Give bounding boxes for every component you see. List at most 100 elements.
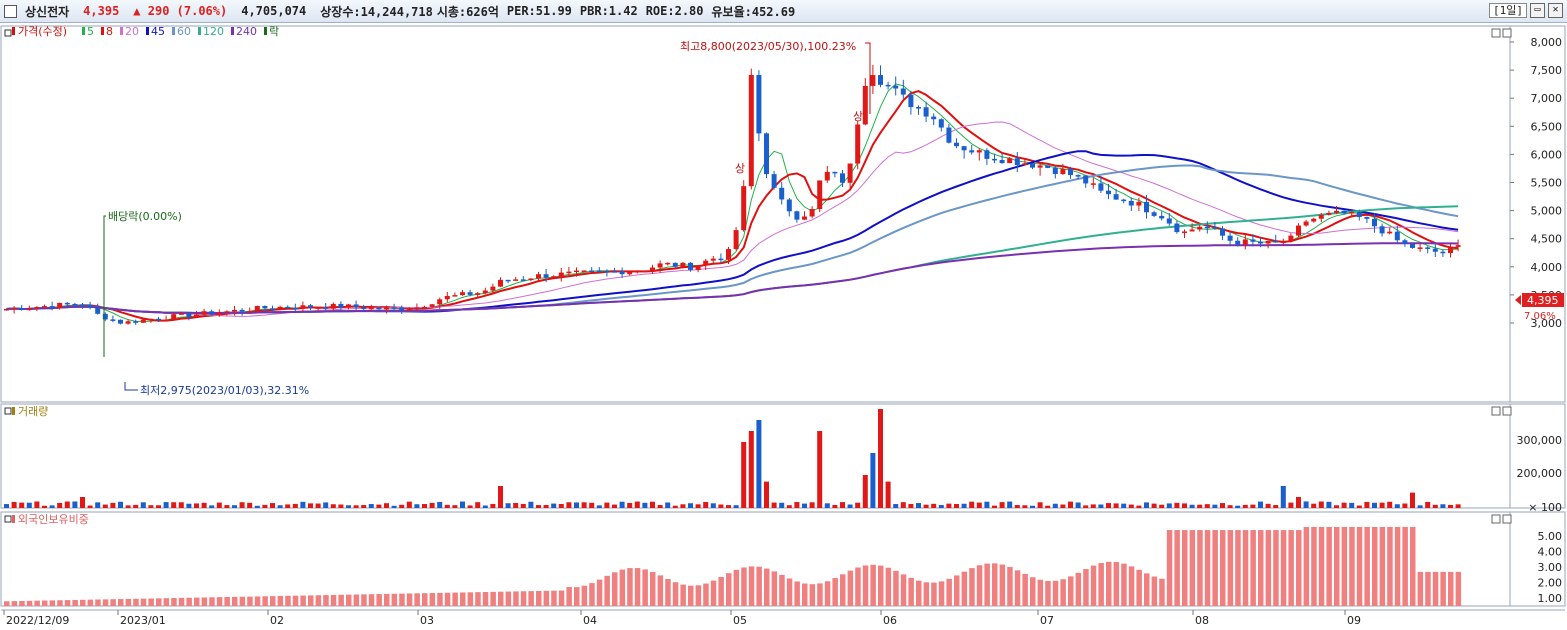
foreign-ratio-bar	[330, 594, 337, 606]
volume-bar	[1417, 505, 1423, 508]
close-icon[interactable]: ✕	[1548, 3, 1563, 18]
candle-body	[824, 171, 830, 181]
volume-bar	[11, 501, 17, 508]
price-candles	[4, 65, 1461, 325]
volume-bar	[308, 503, 313, 508]
foreign-ratio-bar	[1166, 530, 1173, 606]
volume-bar	[551, 503, 557, 508]
volume-bar	[642, 502, 648, 508]
foreign-ratio-bar	[4, 601, 10, 606]
foreign-ratio-bar	[475, 592, 481, 606]
ma-line-20	[6, 121, 1459, 317]
stock-name[interactable]: 상신전자	[25, 4, 70, 19]
volume-bar	[961, 503, 967, 508]
foreign-ratio-bar	[672, 582, 679, 606]
volume-bar	[1007, 501, 1013, 508]
foreign-ratio-bar	[794, 581, 800, 606]
candle-body	[1037, 165, 1043, 168]
candle-body	[688, 262, 693, 270]
ma-legend-swatch	[198, 27, 201, 35]
volume-bar	[1410, 492, 1415, 508]
candle-body	[786, 199, 792, 212]
volume-bar	[1075, 502, 1081, 508]
foreign-ratio-bar	[840, 574, 846, 606]
candle-body	[543, 274, 549, 278]
foreign-ratio-bar	[1022, 573, 1028, 606]
volume-axis-label: × 100	[1528, 501, 1562, 514]
candle-body	[125, 321, 131, 324]
period-selector[interactable]: [1일]	[1489, 3, 1527, 18]
foreign-ratio-bar	[726, 573, 732, 606]
volume-bar	[102, 504, 108, 508]
foreign-ratio-bar	[1280, 530, 1287, 606]
volume-bar	[270, 503, 275, 508]
foreign-axis-label: 5.00	[1538, 530, 1563, 543]
volume-bar	[695, 504, 701, 508]
volume-bar	[1030, 505, 1035, 508]
volume-bar	[1273, 505, 1279, 508]
volume-bar	[19, 502, 25, 508]
foreign-ratio-bar	[19, 600, 25, 606]
volume-bar	[133, 504, 139, 508]
foreign-ratio-bar	[178, 597, 185, 606]
candle-body	[118, 319, 123, 324]
foreign-ratio-bar	[1159, 578, 1165, 606]
foreign-ratio-bar	[589, 583, 595, 606]
current-price-tag-pct: 7.06%	[1524, 311, 1556, 322]
volume-bar	[908, 503, 914, 508]
volume-bar	[1197, 504, 1203, 508]
price-axis-label: 6,500	[1531, 120, 1563, 133]
candle-body	[490, 286, 496, 291]
foreign-ratio-bar	[650, 572, 656, 606]
volume-bar	[878, 409, 883, 508]
select-checkbox[interactable]	[4, 4, 17, 18]
foreign-ratio-bar	[1121, 563, 1127, 606]
volume-bar	[513, 502, 519, 508]
candle-body	[49, 306, 55, 308]
foreign-ratio-bar	[1425, 571, 1431, 606]
foreign-ratio-bar	[437, 592, 443, 606]
volume-bar	[277, 505, 283, 508]
foreign-ratio-bar	[612, 572, 618, 606]
volume-bar	[916, 503, 921, 508]
foreign-ratio-bar	[893, 570, 899, 606]
volume-bar	[1356, 505, 1362, 508]
ma-legend-swatch	[231, 27, 234, 35]
maximize-icon[interactable]: ▭	[1530, 3, 1545, 18]
panel-frame	[0, 403, 1566, 509]
foreign-ratio-bar	[710, 580, 717, 606]
candle-body	[680, 262, 686, 267]
volume-bar	[1303, 501, 1309, 508]
foreign-ratio-bar	[292, 595, 299, 606]
ex-legend-swatch	[264, 27, 267, 35]
pbr-value: PBR:1.42	[579, 4, 638, 18]
volume-bar	[87, 505, 93, 508]
foreign-ratio-bar	[703, 583, 709, 606]
price-axis-label: 4,000	[1531, 261, 1563, 274]
candle-body	[551, 276, 557, 278]
volume-bar	[300, 501, 306, 508]
candle-body	[779, 187, 785, 200]
candle-body	[634, 270, 640, 273]
candle-body	[809, 209, 815, 217]
foreign-ratio-bar	[1090, 565, 1097, 606]
candle-body	[80, 304, 85, 306]
panel-checkbox	[4, 29, 12, 37]
candle-body	[627, 271, 633, 275]
foreign-ratio-bar	[1030, 577, 1036, 606]
candle-body	[1410, 243, 1415, 248]
volume-bar	[224, 505, 230, 508]
volume-axis-label: 300,000	[1517, 434, 1563, 447]
volume-bar	[171, 502, 177, 508]
volume-bar	[80, 497, 85, 508]
candle-body	[976, 150, 982, 153]
reserve-ratio: 유보율:452.69	[711, 4, 796, 19]
volume-bar	[1037, 502, 1043, 508]
candle-body	[566, 271, 572, 274]
candle-body	[4, 309, 9, 311]
foreign-ratio-bar	[1356, 526, 1363, 606]
stock-chart[interactable]: 8,5008,0007,5007,0006,5006,0005,5005,000…	[0, 22, 1567, 630]
volume-bar	[847, 504, 853, 508]
foreign-ratio-bar	[353, 594, 360, 606]
foreign-ratio-bar	[163, 598, 170, 606]
